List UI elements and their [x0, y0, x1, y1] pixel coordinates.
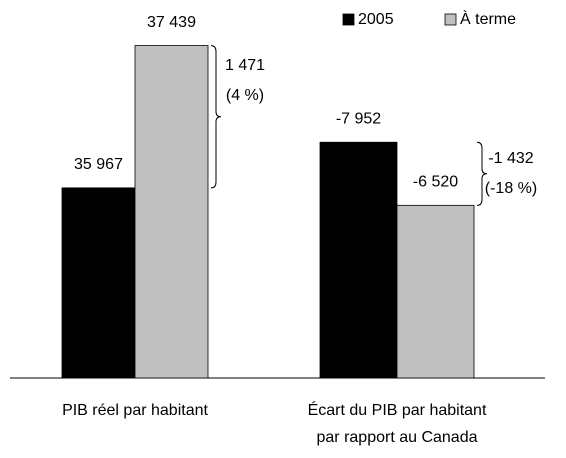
x-tick-label: PIB réel par habitant [62, 402, 208, 419]
bar [319, 141, 398, 379]
brace [476, 141, 488, 206]
bar [61, 187, 136, 379]
legend-label: À terme [460, 9, 516, 28]
x-tick-label: par rapport au Canada [317, 429, 478, 446]
legend-label: 2005 [358, 11, 394, 28]
value-label: 37 439 [147, 14, 196, 31]
annotation: (-18 %) [485, 180, 537, 197]
annotation: -1 432 [488, 150, 533, 167]
x-tick-label: Écart du PIB par habitant [308, 400, 487, 419]
legend-swatch [342, 13, 355, 26]
value-label: 35 967 [74, 156, 123, 173]
bar [134, 45, 209, 379]
bar [396, 204, 475, 379]
annotation: (4 %) [226, 87, 264, 104]
legend-swatch [444, 13, 457, 26]
brace [210, 45, 222, 189]
annotation: 1 471 [225, 57, 265, 74]
value-label: -7 952 [336, 110, 381, 127]
value-label: -6 520 [413, 174, 458, 191]
